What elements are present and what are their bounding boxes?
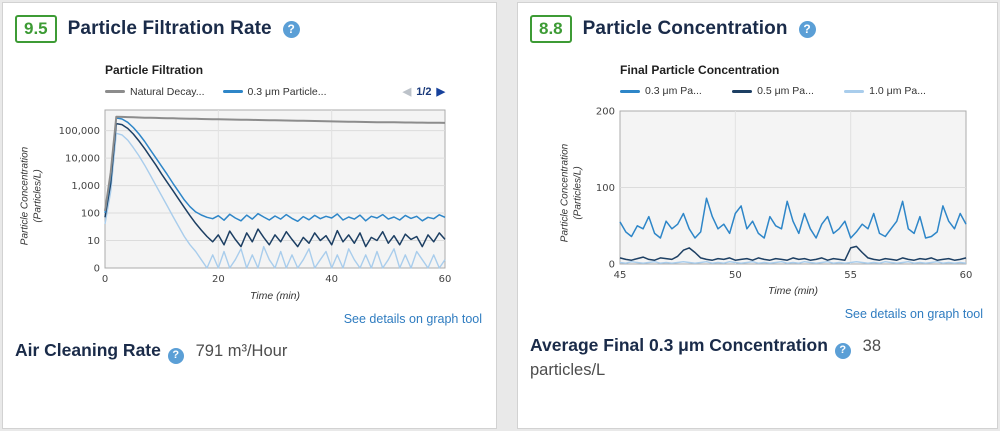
svg-text:0: 0 bbox=[102, 274, 108, 285]
legend-swatch bbox=[620, 89, 640, 93]
filtration-chart-widget: Particle Filtration Natural Decay... 0.3… bbox=[15, 63, 496, 302]
svg-text:100,000: 100,000 bbox=[59, 126, 100, 137]
series-line bbox=[104, 116, 446, 212]
svg-text:50: 50 bbox=[729, 270, 742, 281]
legend-swatch bbox=[732, 89, 753, 93]
metric-value: 38 bbox=[862, 337, 882, 356]
series-line bbox=[619, 246, 967, 262]
svg-text:100: 100 bbox=[81, 209, 100, 220]
legend-item[interactable]: Natural Decay... bbox=[105, 86, 205, 98]
svg-text:55: 55 bbox=[844, 270, 857, 281]
legend-swatch bbox=[844, 89, 865, 93]
svg-text:45: 45 bbox=[614, 270, 627, 281]
series-line bbox=[104, 132, 446, 270]
metric-row: Average Final 0.3 μm Concentration ? 38 … bbox=[518, 333, 997, 383]
panel-title: Particle Filtration Rate bbox=[67, 18, 272, 40]
svg-text:20: 20 bbox=[212, 274, 225, 285]
panel-header: 8.8 Particle Concentration ? bbox=[518, 3, 997, 44]
series-line bbox=[619, 197, 967, 240]
legend-label: 0.3 μm Pa... bbox=[645, 85, 702, 98]
legend-label: 0.3 μm Particle... bbox=[247, 85, 327, 98]
svg-text:10: 10 bbox=[87, 236, 100, 247]
y-axis-title: Particle Concentration (Particles/L) bbox=[559, 144, 584, 243]
series-line bbox=[104, 123, 446, 248]
help-icon[interactable]: ? bbox=[798, 20, 816, 38]
svg-text:60: 60 bbox=[439, 274, 452, 285]
svg-text:1,000: 1,000 bbox=[71, 181, 100, 192]
chart-body: Particle Concentration (Particles/L) 200… bbox=[558, 103, 997, 283]
chart-body: Particle Concentration (Particles/L) 100… bbox=[15, 104, 496, 288]
metric-row: Air Cleaning Rate ? 791 m³/Hour bbox=[3, 338, 496, 364]
next-page-icon[interactable]: ▶ bbox=[436, 86, 445, 99]
legend-item[interactable]: 0.3 μm Particle... bbox=[222, 85, 327, 98]
x-axis-title: Time (min) bbox=[767, 285, 819, 298]
series-line bbox=[619, 261, 967, 265]
metric-unit: particles/L bbox=[530, 361, 606, 380]
svg-text:0: 0 bbox=[609, 260, 615, 271]
legend-pager: ◀ 1/2 ▶ bbox=[402, 85, 445, 99]
graph-link-row: See details on graph tool bbox=[518, 305, 997, 323]
page-indicator: 1/2 bbox=[416, 85, 432, 98]
see-details-link[interactable]: See details on graph tool bbox=[343, 312, 482, 327]
prev-page-icon[interactable]: ◀ bbox=[402, 86, 412, 99]
chart-legend: Natural Decay... 0.3 μm Particle... ◀ 1/… bbox=[105, 85, 445, 98]
chart-title: Particle Filtration bbox=[105, 63, 204, 78]
help-icon[interactable]: ? bbox=[834, 342, 851, 359]
concentration-chart[interactable]: 200 100 045 50 55 60 bbox=[586, 103, 976, 283]
panel-header: 9.5 Particle Filtration Rate ? bbox=[3, 3, 496, 44]
see-details-link[interactable]: See details on graph tool bbox=[844, 307, 983, 322]
panel-title: Particle Concentration bbox=[582, 18, 788, 40]
legend-label: 1.0 μm Pa... bbox=[869, 85, 926, 98]
svg-text:200: 200 bbox=[596, 107, 615, 118]
chart-title: Final Particle Concentration bbox=[620, 63, 780, 78]
score-badge: 9.5 bbox=[15, 15, 57, 44]
legend-item[interactable]: 1.0 μm Pa... bbox=[844, 85, 926, 97]
series-line bbox=[104, 117, 446, 223]
y-axis-title: Particle Concentration (Particles/L) bbox=[19, 147, 44, 246]
concentration-chart-widget: Final Particle Concentration 0.3 μm Pa..… bbox=[558, 63, 997, 297]
help-icon[interactable]: ? bbox=[282, 20, 300, 38]
x-axis-title: Time (min) bbox=[249, 290, 301, 303]
svg-text:100: 100 bbox=[596, 183, 615, 194]
legend-label: 0.5 μm Pa... bbox=[757, 85, 814, 98]
help-icon[interactable]: ? bbox=[167, 347, 184, 364]
metric-label: Air Cleaning Rate bbox=[15, 340, 161, 361]
svg-text:60: 60 bbox=[960, 270, 973, 281]
chart-legend: 0.3 μm Pa... 0.5 μm Pa... 1.0 μm Pa... bbox=[620, 85, 966, 97]
legend-swatch bbox=[222, 90, 243, 94]
metric-value: 791 m³/Hour bbox=[195, 342, 288, 361]
legend-item[interactable]: 0.5 μm Pa... bbox=[732, 85, 814, 97]
particle-concentration-panel: 8.8 Particle Concentration ? Final Parti… bbox=[517, 2, 998, 429]
score-badge: 8.8 bbox=[530, 15, 572, 44]
metric-label: Average Final 0.3 μm Concentration bbox=[530, 335, 828, 356]
legend-label: Natural Decay... bbox=[130, 85, 205, 98]
legend-item[interactable]: 0.3 μm Pa... bbox=[620, 85, 702, 97]
svg-text:40: 40 bbox=[325, 274, 338, 285]
svg-text:0: 0 bbox=[94, 264, 100, 275]
graph-link-row: See details on graph tool bbox=[3, 310, 496, 328]
svg-text:10,000: 10,000 bbox=[65, 154, 100, 165]
particle-filtration-rate-panel: 9.5 Particle Filtration Rate ? Particle … bbox=[2, 2, 497, 429]
legend-swatch bbox=[105, 90, 125, 94]
